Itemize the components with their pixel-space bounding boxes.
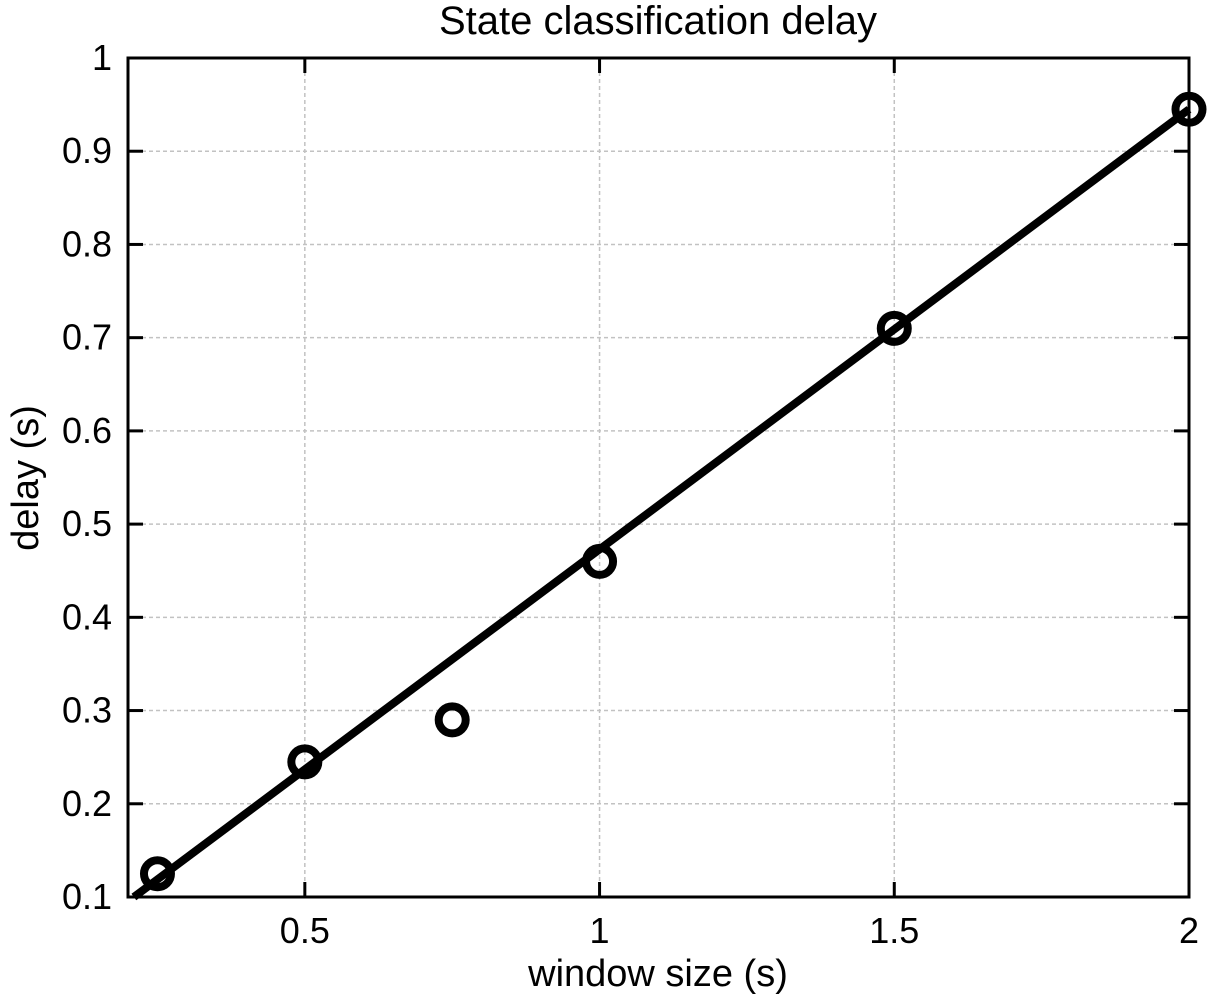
data-series bbox=[131, 91, 1207, 901]
gridlines bbox=[128, 58, 1189, 897]
axes-box bbox=[126, 56, 1191, 899]
chart-title: State classification delay bbox=[439, 0, 877, 43]
y-tick-label: 0.7 bbox=[62, 317, 112, 358]
y-tick-label: 0.3 bbox=[62, 690, 112, 731]
x-axis-label: window size (s) bbox=[527, 953, 788, 995]
data-point-marker bbox=[434, 702, 470, 738]
tick-labels: 0.5 1 1.5 2 0.1 0.2 0.3 0.4 0.5 0.6 0.7 0.8 0.9 1 bbox=[62, 37, 1199, 951]
fit-line bbox=[131, 106, 1192, 901]
x-tick-label: 1.5 bbox=[869, 910, 919, 951]
y-tick-label: 0.2 bbox=[62, 783, 112, 824]
y-tick-label: 0.4 bbox=[62, 596, 112, 637]
y-tick-label: 0.5 bbox=[62, 503, 112, 544]
axis-ticks bbox=[128, 56, 1191, 899]
x-tick-label: 0.5 bbox=[280, 910, 330, 951]
x-tick-label: 2 bbox=[1179, 910, 1199, 951]
data-point-marker bbox=[287, 744, 323, 780]
y-axis-label: delay (s) bbox=[5, 405, 47, 551]
x-tick-label: 1 bbox=[590, 910, 610, 951]
y-tick-label: 0.1 bbox=[62, 876, 112, 917]
y-tick-label: 0.6 bbox=[62, 410, 112, 451]
data-point-marker bbox=[139, 856, 175, 892]
plot-box bbox=[126, 56, 1191, 899]
y-tick-label: 0.9 bbox=[62, 130, 112, 171]
data-point-marker bbox=[876, 310, 912, 346]
y-tick-label: 1 bbox=[92, 37, 112, 78]
y-tick-label: 0.8 bbox=[62, 223, 112, 264]
data-point-marker bbox=[582, 543, 618, 579]
